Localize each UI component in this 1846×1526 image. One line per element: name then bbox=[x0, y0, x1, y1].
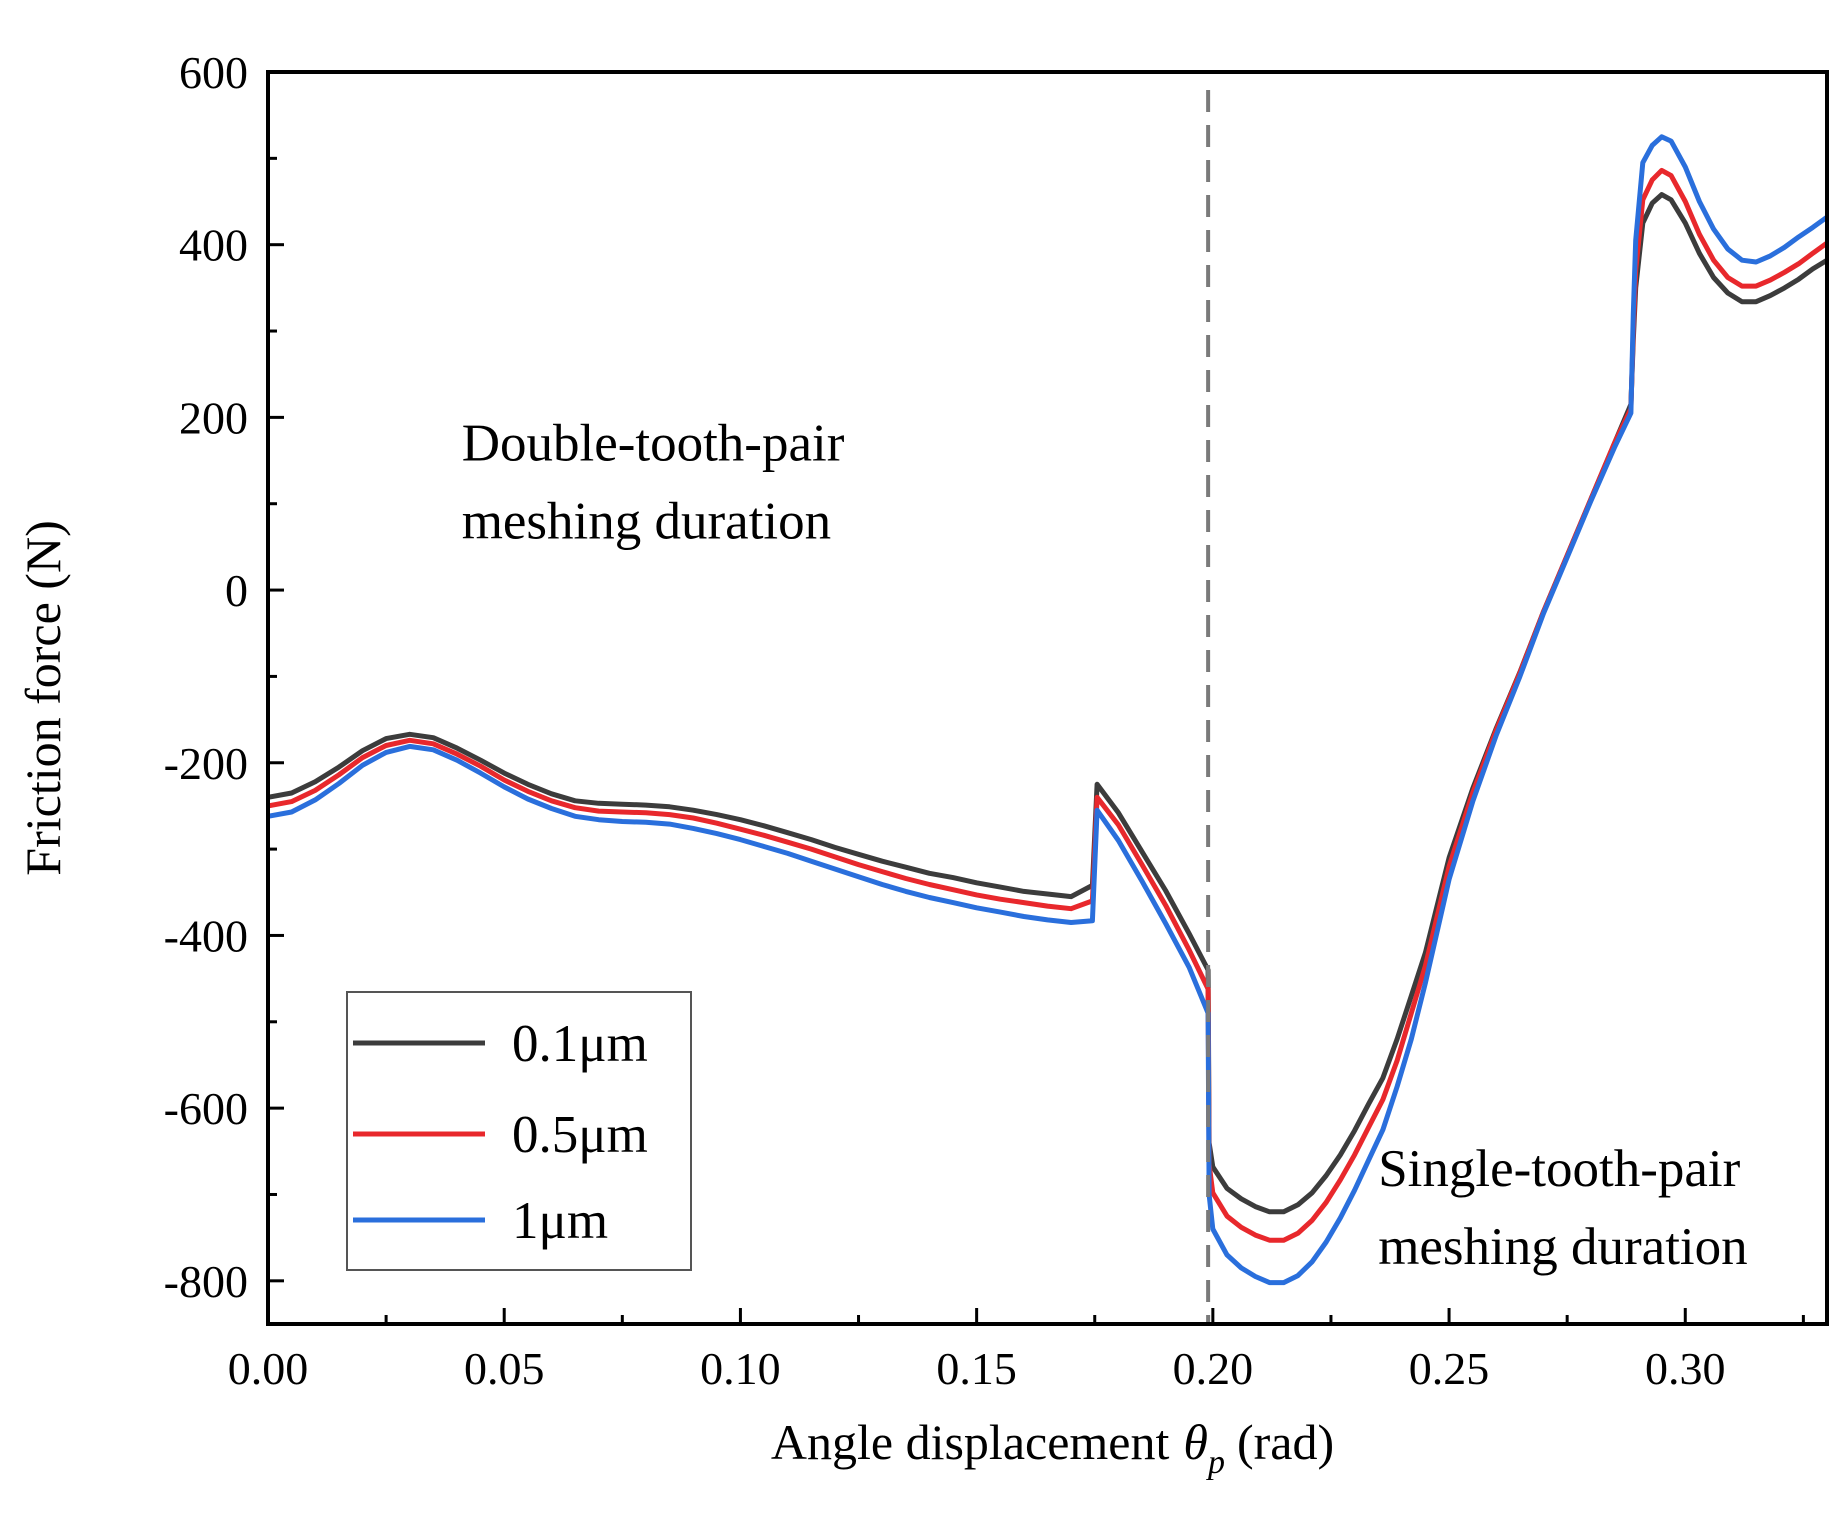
annotation-single-tooth-line-2: meshing duration bbox=[1378, 1218, 1747, 1276]
legend-label-0-5um: 0.5μm bbox=[512, 1106, 648, 1164]
x-axis-title: Angle displacement θp (rad) bbox=[771, 1414, 1334, 1481]
x-axis-title-text: Angle displacement bbox=[771, 1414, 1170, 1470]
axis-tick-labels: 0.00 0.05 0.10 0.15 0.20 0.25 0.30 -800 -600 -400… bbox=[164, 47, 1726, 1394]
x-tick-label-5: 0.25 bbox=[1409, 1343, 1490, 1394]
x-tick-label-3: 0.15 bbox=[936, 1343, 1017, 1394]
annotation-double-tooth-line-2: meshing duration bbox=[462, 493, 831, 551]
x-axis-title-unit: (rad) bbox=[1237, 1414, 1334, 1470]
y-tick-label-7: 600 bbox=[179, 47, 248, 98]
y-tick-label-1: -600 bbox=[164, 1083, 248, 1134]
plot-frame bbox=[266, 70, 1829, 1326]
legend-label-0-1um: 0.1μm bbox=[512, 1015, 648, 1073]
x-tick-label-1: 0.05 bbox=[464, 1343, 545, 1394]
y-tick-label-0: -800 bbox=[164, 1256, 248, 1307]
annotation-single-tooth: Single-tooth-pair meshing duration bbox=[1378, 1140, 1753, 1276]
annotation-double-tooth: Double-tooth-pair meshing duration bbox=[462, 415, 858, 551]
x-tick-label-6: 0.30 bbox=[1645, 1343, 1726, 1394]
y-axis-title: Friction force (N) bbox=[15, 520, 71, 875]
x-tick-label-0: 0.00 bbox=[228, 1343, 309, 1394]
y-tick-label-2: -400 bbox=[164, 910, 248, 961]
annotation-double-tooth-line-1: Double-tooth-pair bbox=[462, 415, 845, 473]
annotations: Double-tooth-pair meshing duration Singl… bbox=[462, 415, 1753, 1276]
x-axis-title-symbol: θ bbox=[1183, 1414, 1208, 1470]
x-tick-label-2: 0.10 bbox=[700, 1343, 781, 1394]
legend: 0.1μm 0.5μm 1μm bbox=[346, 991, 692, 1271]
x-axis-title-subscript: p bbox=[1206, 1444, 1225, 1481]
y-tick-label-5: 200 bbox=[179, 392, 248, 443]
y-tick-label-6: 400 bbox=[179, 220, 248, 271]
y-tick-label-3: -200 bbox=[164, 738, 248, 789]
axis-ticks bbox=[266, 70, 1805, 1324]
annotation-single-tooth-line-1: Single-tooth-pair bbox=[1378, 1140, 1740, 1198]
x-tick-label-4: 0.20 bbox=[1173, 1343, 1254, 1394]
legend-label-1um: 1μm bbox=[512, 1192, 608, 1250]
y-tick-label-4: 0 bbox=[225, 565, 248, 616]
legend-box bbox=[346, 991, 692, 1271]
